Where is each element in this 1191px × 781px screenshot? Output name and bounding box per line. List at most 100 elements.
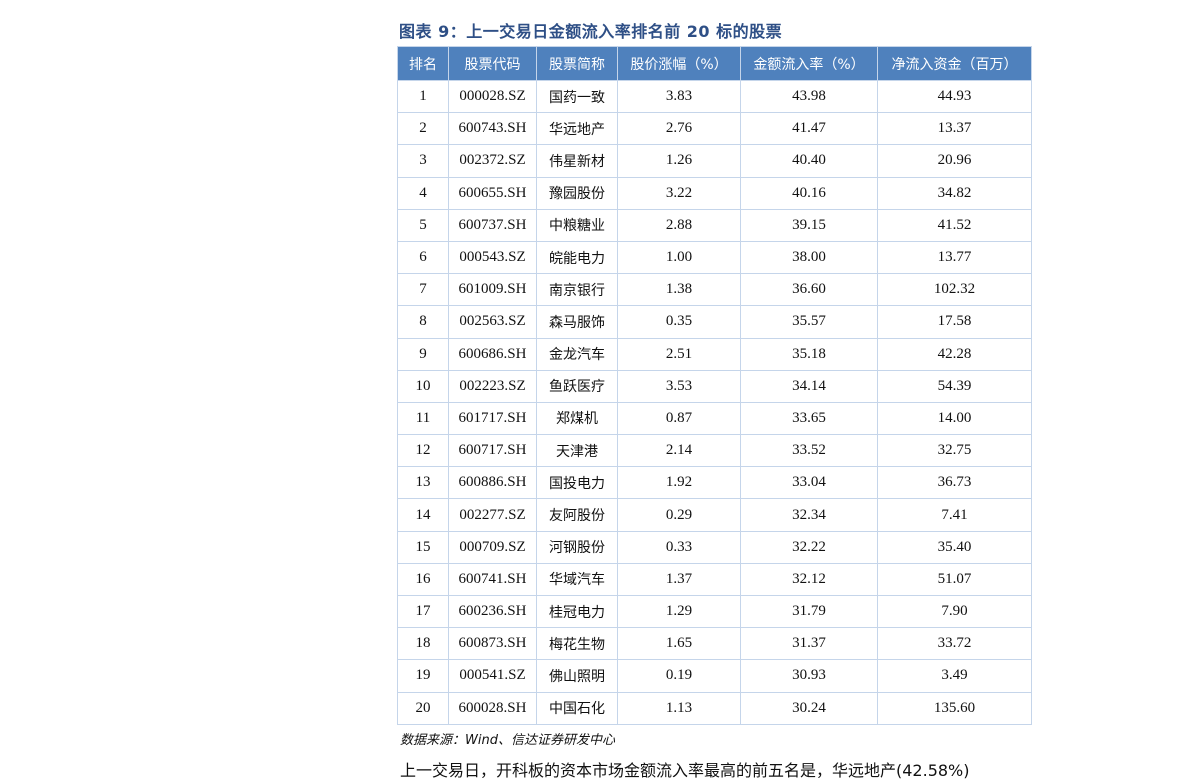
table-cell: 41.47: [740, 112, 878, 146]
table-cell: 3.22: [617, 176, 741, 210]
stock-inflow-table: 排名 股票代码 股票简称 股价涨幅（%） 金额流入率（%） 净流入资金（百万） 1 0000…: [397, 46, 1032, 725]
table-cell: 华域汽车: [536, 562, 618, 597]
table-cell: 2.76: [617, 112, 741, 146]
data-source-note: 数据来源：Wind、信达证券研发中心: [400, 733, 615, 748]
table-cell: 35.40: [877, 530, 1032, 564]
table-cell: 1.38: [617, 273, 741, 307]
table-cell: 1.37: [617, 562, 741, 597]
table-cell: 3.53: [617, 369, 741, 403]
table-row: 16 600741.SH 华域汽车 1.37 32.12 51.07: [397, 562, 1032, 597]
table-row: 13 600886.SH 国投电力 1.92 33.04 36.73: [397, 466, 1032, 500]
table-row: 19 000541.SZ 佛山照明 0.19 30.93 3.49: [397, 659, 1032, 693]
table-cell: 3.49: [877, 659, 1032, 693]
table-cell: 佛山照明: [536, 659, 618, 693]
table-cell: 0.29: [617, 498, 741, 532]
table-cell: 3: [397, 144, 449, 178]
table-cell: 002372.SZ: [448, 144, 537, 178]
table-cell: 14.00: [877, 401, 1032, 436]
table-cell: 1.29: [617, 594, 741, 629]
table-cell: 3.83: [617, 79, 741, 114]
table-cell: 42.28: [877, 337, 1032, 371]
table-cell: 34.14: [740, 369, 878, 403]
table-row: 15 000709.SZ 河钢股份 0.33 32.22 35.40: [397, 530, 1032, 564]
table-cell: 40.16: [740, 176, 878, 210]
table-cell: 12: [397, 434, 449, 468]
column-header: 股价涨幅（%）: [617, 46, 741, 81]
table-cell: 36.73: [877, 466, 1032, 500]
table-cell: 33.65: [740, 401, 878, 436]
table-cell: 6: [397, 240, 449, 275]
table-cell: 39.15: [740, 208, 878, 242]
table-cell: 32.34: [740, 498, 878, 532]
table-cell: 9: [397, 337, 449, 371]
table-cell: 33.52: [740, 434, 878, 468]
table-cell: 0.35: [617, 305, 741, 339]
table-cell: 19: [397, 659, 449, 693]
table-cell: 51.07: [877, 562, 1032, 597]
table-cell: 002223.SZ: [448, 369, 537, 403]
table-cell: 600873.SH: [448, 627, 537, 661]
table-cell: 南京银行: [536, 273, 618, 307]
table-cell: 16: [397, 562, 449, 597]
table-cell: 600655.SH: [448, 176, 537, 210]
table-cell: 000541.SZ: [448, 659, 537, 693]
table-cell: 8: [397, 305, 449, 339]
table-cell: 5: [397, 208, 449, 242]
table-cell: 135.60: [877, 691, 1032, 725]
table-cell: 13.37: [877, 112, 1032, 146]
table-cell: 0.19: [617, 659, 741, 693]
table-cell: 鱼跃医疗: [536, 369, 618, 403]
table-cell: 友阿股份: [536, 498, 618, 532]
table-cell: 002277.SZ: [448, 498, 537, 532]
table-row: 4 600655.SH 豫园股份 3.22 40.16 34.82: [397, 176, 1032, 210]
table-cell: 1.26: [617, 144, 741, 178]
table-cell: 1: [397, 79, 449, 114]
table-cell: 金龙汽车: [536, 337, 618, 371]
table-cell: 4: [397, 176, 449, 210]
table-cell: 皖能电力: [536, 240, 618, 275]
table-cell: 中国石化: [536, 691, 618, 725]
table-cell: 14: [397, 498, 449, 532]
table-header-row: 排名 股票代码 股票简称 股价涨幅（%） 金额流入率（%） 净流入资金（百万）: [397, 46, 1032, 81]
table-cell: 梅花生物: [536, 627, 618, 661]
column-header: 净流入资金（百万）: [877, 46, 1032, 81]
table-cell: 43.98: [740, 79, 878, 114]
table-cell: 7: [397, 273, 449, 307]
table-cell: 102.32: [877, 273, 1032, 307]
table-cell: 40.40: [740, 144, 878, 178]
table-cell: 600737.SH: [448, 208, 537, 242]
table-cell: 18: [397, 627, 449, 661]
table-cell: 38.00: [740, 240, 878, 275]
table-cell: 30.24: [740, 691, 878, 725]
table-row: 11 601717.SH 郑煤机 0.87 33.65 14.00: [397, 401, 1032, 436]
table-cell: 11: [397, 401, 449, 436]
table-row: 7 601009.SH 南京银行 1.38 36.60 102.32: [397, 273, 1032, 307]
table-cell: 豫园股份: [536, 176, 618, 210]
table-cell: 000543.SZ: [448, 240, 537, 275]
table-cell: 33.72: [877, 627, 1032, 661]
table-cell: 33.04: [740, 466, 878, 500]
table-cell: 2.51: [617, 337, 741, 371]
table-row: 1 000028.SZ 国药一致 3.83 43.98 44.93: [397, 79, 1032, 114]
table-cell: 20: [397, 691, 449, 725]
table-cell: 34.82: [877, 176, 1032, 210]
table-cell: 国药一致: [536, 79, 618, 114]
table-cell: 0.87: [617, 401, 741, 436]
table-cell: 600743.SH: [448, 112, 537, 146]
column-header: 股票代码: [448, 46, 537, 81]
table-cell: 伟星新材: [536, 144, 618, 178]
table-cell: 7.90: [877, 594, 1032, 629]
table-cell: 13: [397, 466, 449, 500]
table-cell: 600717.SH: [448, 434, 537, 468]
table-cell: 35.18: [740, 337, 878, 371]
table-cell: 31.79: [740, 594, 878, 629]
table-cell: 桂冠电力: [536, 594, 618, 629]
table-title: 图表 9：上一交易日金额流入率排名前 20 标的股票: [399, 22, 783, 41]
table-row: 17 600236.SH 桂冠电力 1.29 31.79 7.90: [397, 594, 1032, 629]
table-cell: 36.60: [740, 273, 878, 307]
table-cell: 2.14: [617, 434, 741, 468]
table-row: 5 600737.SH 中粮糖业 2.88 39.15 41.52: [397, 208, 1032, 242]
table-cell: 国投电力: [536, 466, 618, 500]
table-cell: 河钢股份: [536, 530, 618, 564]
table-cell: 郑煤机: [536, 401, 618, 436]
